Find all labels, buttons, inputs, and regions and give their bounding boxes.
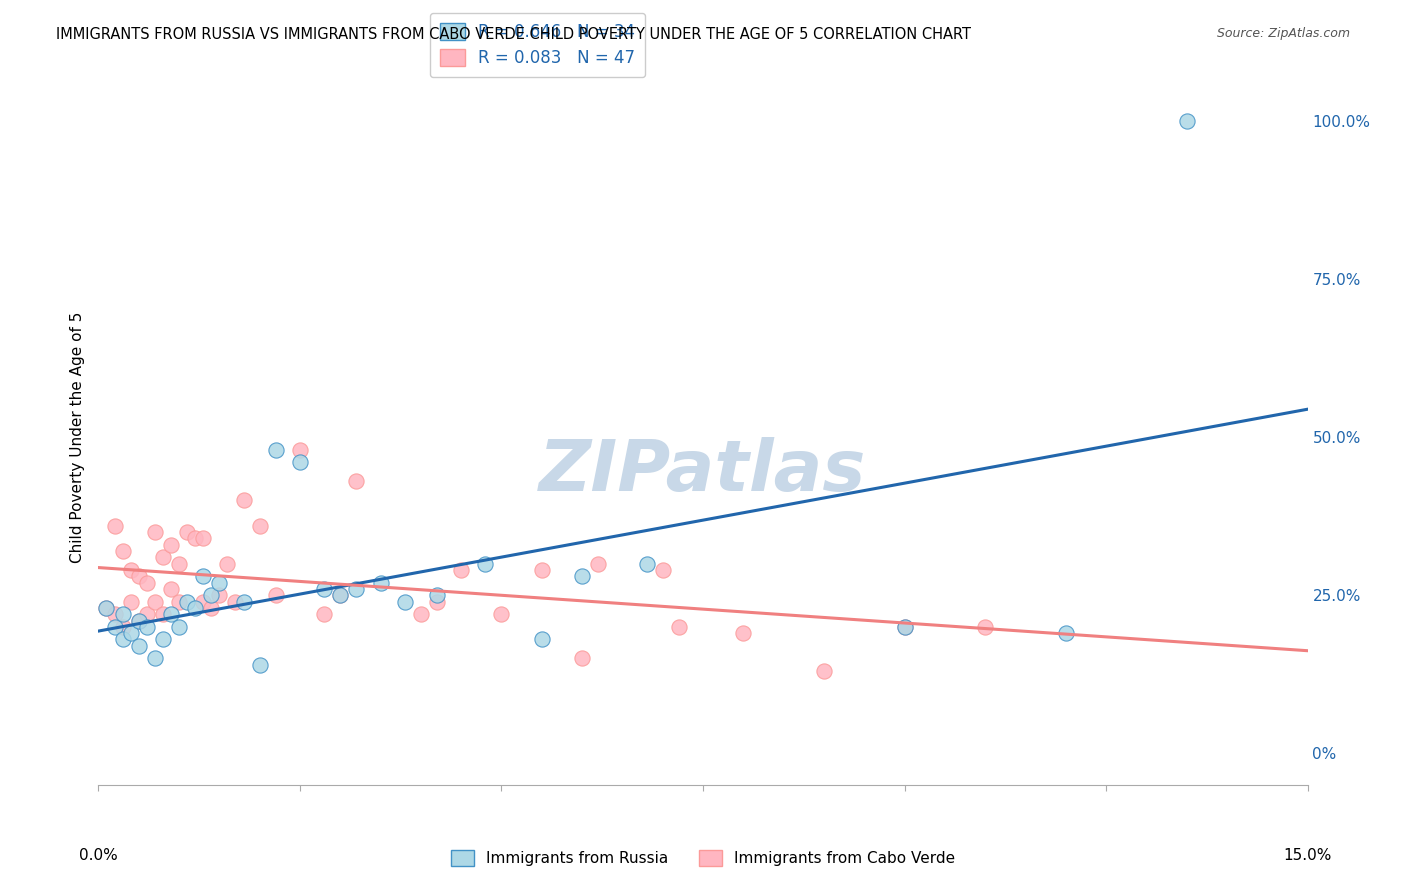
Point <box>733 626 755 640</box>
Point <box>530 563 553 577</box>
Point <box>120 626 142 640</box>
Point <box>193 531 215 545</box>
Text: 15.0%: 15.0% <box>1284 848 1331 863</box>
Point <box>370 575 392 590</box>
Point <box>636 557 658 571</box>
Point <box>193 569 215 583</box>
Point <box>103 607 125 622</box>
Point <box>143 594 166 608</box>
Point <box>394 594 416 608</box>
Point <box>128 569 150 583</box>
Point <box>217 557 239 571</box>
Point <box>409 607 432 622</box>
Point <box>184 600 207 615</box>
Point <box>128 614 150 628</box>
Point <box>893 620 915 634</box>
Point <box>474 557 496 571</box>
Point <box>426 594 449 608</box>
Point <box>160 582 183 596</box>
Point <box>450 563 472 577</box>
Point <box>143 651 166 665</box>
Point <box>96 600 118 615</box>
Point <box>143 524 166 539</box>
Point <box>530 632 553 647</box>
Text: IMMIGRANTS FROM RUSSIA VS IMMIGRANTS FROM CABO VERDE CHILD POVERTY UNDER THE AGE: IMMIGRANTS FROM RUSSIA VS IMMIGRANTS FRO… <box>56 27 972 42</box>
Point <box>491 607 513 622</box>
Point <box>208 588 231 602</box>
Point <box>135 620 157 634</box>
Legend: R = 0.646   N = 34, R = 0.083   N = 47: R = 0.646 N = 34, R = 0.083 N = 47 <box>430 12 645 78</box>
Point <box>651 563 673 577</box>
Point <box>120 594 142 608</box>
Point <box>232 594 254 608</box>
Point <box>120 563 142 577</box>
Point <box>160 607 183 622</box>
Point <box>160 538 183 552</box>
Point <box>111 607 134 622</box>
Point <box>264 588 287 602</box>
Point <box>668 620 690 634</box>
Point <box>167 594 190 608</box>
Point <box>232 493 254 508</box>
Point <box>586 557 609 571</box>
Point <box>571 651 593 665</box>
Point <box>329 588 352 602</box>
Point <box>264 442 287 457</box>
Point <box>128 639 150 653</box>
Point <box>288 442 311 457</box>
Text: 0.0%: 0.0% <box>79 848 118 863</box>
Point <box>176 524 198 539</box>
Point <box>288 455 311 469</box>
Point <box>128 614 150 628</box>
Point <box>152 550 174 565</box>
Point <box>893 620 915 634</box>
Point <box>111 620 134 634</box>
Y-axis label: Child Poverty Under the Age of 5: Child Poverty Under the Age of 5 <box>69 311 84 563</box>
Point <box>152 632 174 647</box>
Point <box>813 664 835 678</box>
Point <box>249 518 271 533</box>
Point <box>193 594 215 608</box>
Point <box>96 600 118 615</box>
Point <box>200 588 222 602</box>
Point <box>184 531 207 545</box>
Text: ZIPatlas: ZIPatlas <box>540 437 866 507</box>
Point <box>344 475 367 489</box>
Point <box>344 582 367 596</box>
Point <box>111 632 134 647</box>
Point <box>152 607 174 622</box>
Point <box>111 544 134 558</box>
Point <box>974 620 997 634</box>
Point <box>314 607 336 622</box>
Point <box>103 518 125 533</box>
Point <box>571 569 593 583</box>
Point <box>200 600 222 615</box>
Point <box>135 575 157 590</box>
Point <box>426 588 449 602</box>
Point <box>1175 113 1198 128</box>
Text: Source: ZipAtlas.com: Source: ZipAtlas.com <box>1216 27 1350 40</box>
Legend: Immigrants from Russia, Immigrants from Cabo Verde: Immigrants from Russia, Immigrants from … <box>441 841 965 875</box>
Point <box>167 620 190 634</box>
Point <box>103 620 125 634</box>
Point <box>224 594 246 608</box>
Point <box>208 575 231 590</box>
Point <box>249 657 271 672</box>
Point <box>176 594 198 608</box>
Point <box>329 588 352 602</box>
Point <box>167 557 190 571</box>
Point <box>314 582 336 596</box>
Point <box>1054 626 1077 640</box>
Point <box>135 607 157 622</box>
